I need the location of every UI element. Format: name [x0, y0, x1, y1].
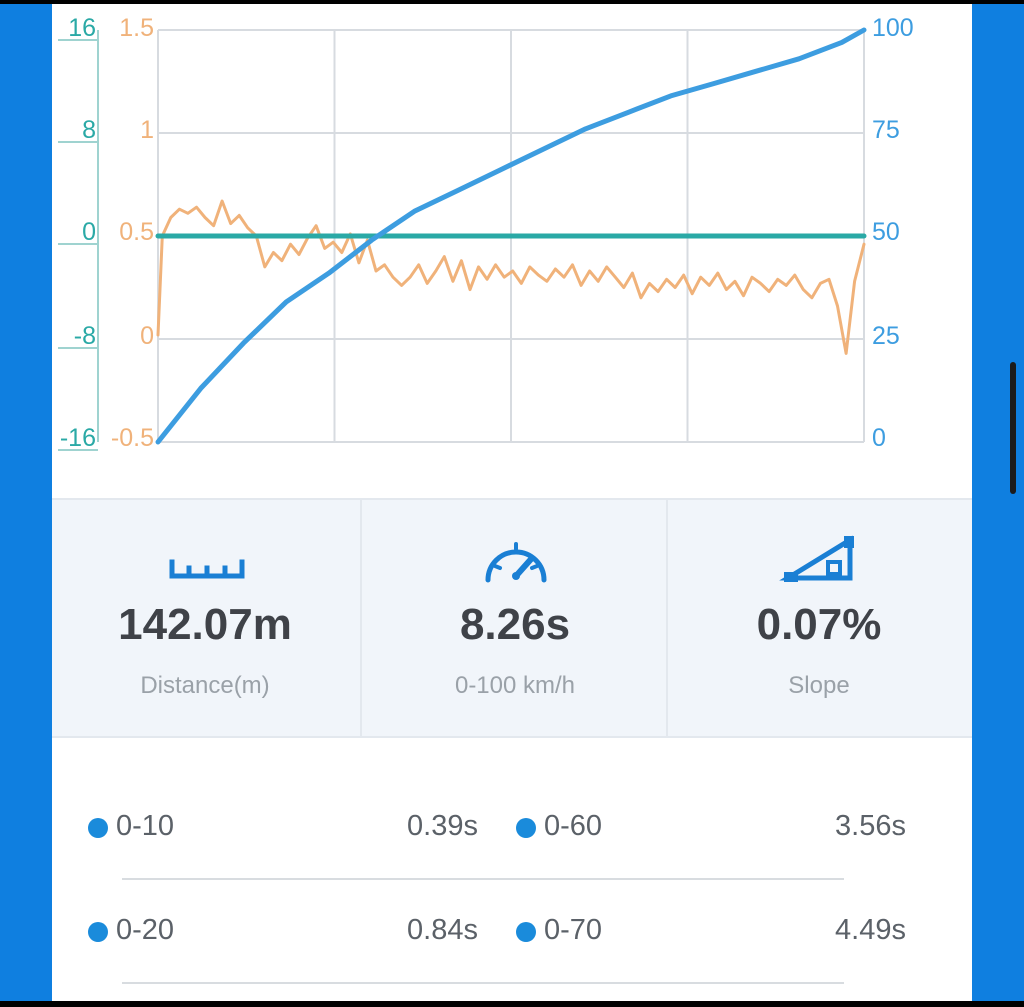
split-time: 0.84s: [407, 914, 478, 946]
tick-label-left-outer: 16: [68, 14, 96, 42]
bullet-icon: [516, 922, 536, 942]
stat-distance: 142.07m Distance(m): [52, 500, 358, 736]
split-item: 0-70 4.49s: [516, 914, 906, 954]
tick-label-left-outer: -16: [60, 424, 96, 452]
split-time: 4.49s: [835, 914, 906, 946]
bullet-icon: [88, 818, 108, 838]
distance-label: Distance(m): [140, 672, 270, 699]
tick-label-right: 50: [872, 218, 900, 246]
slope-value: 0.07%: [756, 600, 882, 649]
split-range: 0-20: [116, 914, 175, 946]
slope-icon: [666, 530, 972, 586]
split-range: 0-10: [116, 810, 175, 842]
speed-line: [155, 27, 867, 445]
bottom-edge: [0, 1001, 1024, 1007]
row-divider: [122, 982, 844, 984]
tick-label-left-inner: 1.5: [119, 14, 154, 42]
ruler-icon: [52, 530, 358, 586]
tick-label-right: 100: [872, 14, 914, 42]
tick-label-left-outer: 8: [82, 116, 96, 144]
slope-label: Slope: [788, 672, 850, 699]
split-time: 3.56s: [835, 810, 906, 842]
tick-label-right: 0: [872, 424, 886, 452]
chart-canvas: 16 8 0 -8 -16 1.5 1 0.5 0 -0.5 100 75 50 25 0: [58, 14, 914, 452]
acceleration-line: [156, 199, 866, 355]
stats-summary: 142.07m Distance(m) 8.26s 0-100 km/h: [52, 498, 972, 738]
distance-value: 142.07m: [118, 600, 292, 649]
split-range: 0-60: [544, 810, 603, 842]
split-range: 0-70: [544, 914, 603, 946]
split-item: 0-10 0.39s: [88, 810, 478, 850]
tick-label-left-outer: 0: [82, 218, 96, 246]
stat-slope: 0.07% Slope: [666, 500, 972, 736]
tick-label-left-inner: -0.5: [111, 424, 154, 452]
stat-acceleration-time: 8.26s 0-100 km/h: [362, 500, 668, 736]
stat-divider: [666, 500, 668, 736]
split-item: 0-20 0.84s: [88, 914, 478, 954]
acceleration-time-value: 8.26s: [459, 600, 571, 649]
results-panel: 16 8 0 -8 -16 1.5 1 0.5 0 -0.5 100 75 50 25 0 142.07m …: [52, 4, 972, 1001]
tick-label-left-inner: 0.5: [119, 218, 154, 246]
acceleration-time-label: 0-100 km/h: [454, 672, 576, 699]
row-divider: [122, 878, 844, 880]
tick-label-right: 25: [872, 322, 900, 350]
stat-divider: [360, 500, 362, 736]
tick-label-left-outer: -8: [74, 322, 96, 350]
tick-label-left-inner: 0: [140, 322, 154, 350]
tick-label-left-inner: 1: [140, 116, 154, 144]
speedometer-icon: [362, 530, 668, 586]
scrollbar-thumb[interactable]: [1010, 362, 1016, 494]
top-edge: [0, 0, 1024, 4]
acceleration-chart: 16 8 0 -8 -16 1.5 1 0.5 0 -0.5 100 75 50 25 0: [52, 4, 972, 484]
split-time: 0.39s: [407, 810, 478, 842]
bullet-icon: [88, 922, 108, 942]
split-times-list: 0-10 0.39s 0-60 3.56s 0-20 0.84s 0-70 4.…: [52, 744, 972, 1001]
split-item: 0-60 3.56s: [516, 810, 906, 850]
bullet-icon: [516, 818, 536, 838]
tick-label-right: 75: [872, 116, 900, 144]
